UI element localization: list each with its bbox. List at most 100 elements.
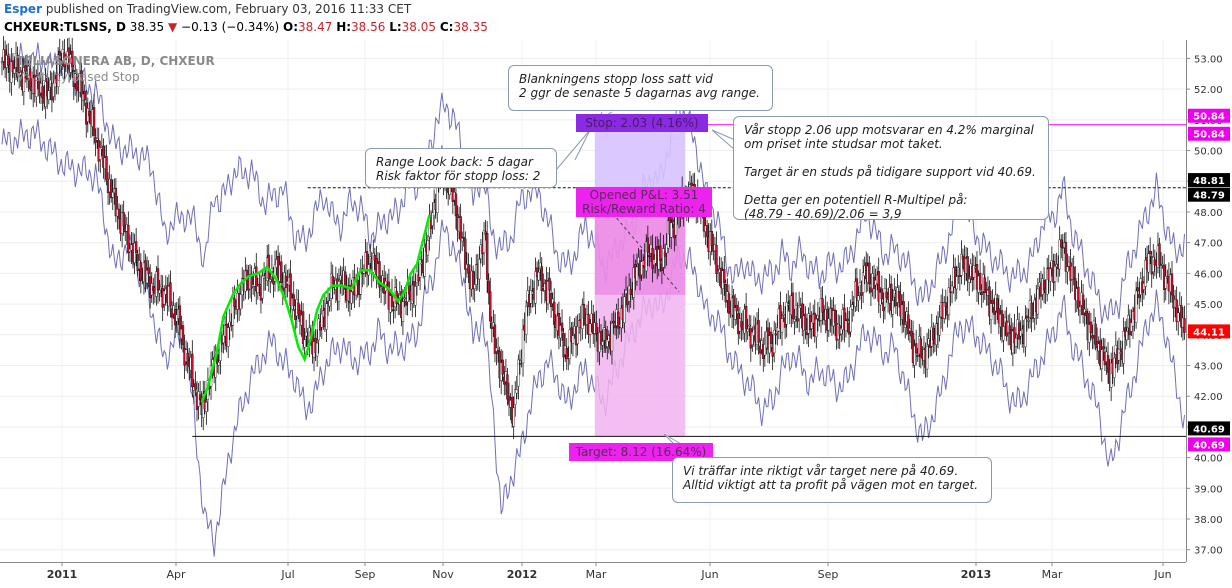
- open-label: O:: [283, 20, 298, 34]
- green-stop-line: [200, 214, 431, 403]
- candle-body: [576, 326, 579, 344]
- candle-body: [280, 261, 283, 283]
- candle-body: [467, 264, 470, 274]
- candle-body: [305, 331, 308, 337]
- candle-body: [1136, 287, 1139, 292]
- candle-body: [1024, 318, 1027, 348]
- candle-body: [401, 301, 405, 322]
- candle-body: [426, 240, 430, 256]
- candle-body: [1081, 294, 1085, 315]
- time-axis: 2011 Apr Jul Sep Nov 2012 Mar Jun Sep 2013 Mar Jun: [0, 562, 1232, 588]
- pnl-tag[interactable]: Opened P&L: 3.51 Risk/Reward Ratio: 4: [576, 187, 712, 217]
- candle-body: [478, 259, 481, 280]
- candle-body: [356, 279, 359, 286]
- r-multiple-callout[interactable]: Vår stopp 2.06 upp motsvarar en 4.2% mar…: [733, 116, 1049, 221]
- candle-body: [727, 293, 731, 314]
- y-tick-label: 53.00: [1194, 54, 1223, 65]
- candle-body: [461, 237, 464, 242]
- candle-body: [833, 309, 837, 323]
- candle-body: [546, 281, 550, 305]
- candle-body: [769, 331, 773, 344]
- candle-body: [663, 251, 667, 257]
- candle-body: [562, 333, 565, 358]
- candle-body: [414, 286, 417, 306]
- candle-body: [114, 188, 118, 217]
- candle-body: [191, 353, 194, 388]
- candle-body: [989, 303, 993, 321]
- x-tick-label: 2012: [507, 568, 538, 581]
- candle-body: [1060, 239, 1063, 248]
- low-value: 38.05: [401, 20, 437, 34]
- stop-tag[interactable]: Stop: 2.03 (4.16%): [576, 114, 708, 132]
- candle-body: [1102, 346, 1105, 349]
- candle-body: [1138, 294, 1141, 299]
- candle-body: [378, 261, 381, 288]
- candle-body: [1094, 323, 1097, 345]
- candle-body: [158, 289, 161, 294]
- candle-body: [723, 269, 726, 283]
- candle-body: [540, 266, 543, 291]
- price-label: 44.11: [1193, 327, 1225, 338]
- target-tag[interactable]: Target: 8.12 (16.64%): [569, 443, 713, 461]
- candle-body: [1144, 260, 1147, 287]
- candle-body: [350, 291, 353, 304]
- candle-body: [659, 245, 662, 261]
- candle-body: [710, 231, 713, 246]
- candle-body: [595, 323, 598, 335]
- range-callout[interactable]: Range Look back: 5 dagar Risk faktor för…: [365, 148, 557, 188]
- x-tick-label: Mar: [586, 568, 607, 581]
- candle-body: [904, 324, 907, 328]
- price-label-bg: [1188, 421, 1230, 436]
- candle-body: [328, 300, 331, 307]
- watermark-symbol: TELIASONERA AB, D, CHXEUR: [16, 54, 215, 68]
- candle-body: [1013, 327, 1016, 344]
- candle-body: [417, 274, 420, 282]
- candle-body: [471, 270, 475, 290]
- candle-body: [815, 319, 818, 338]
- candle-body: [1109, 362, 1113, 388]
- candle-body: [983, 277, 986, 293]
- target-callout[interactable]: Vi träffar inte riktigt vår target nere …: [672, 457, 992, 503]
- candle-body: [489, 291, 492, 322]
- close-label: C:: [439, 20, 454, 34]
- candle-body: [1066, 266, 1069, 273]
- y-tick-label: 50.00: [1194, 147, 1223, 158]
- candle-body: [582, 304, 586, 319]
- candle-body: [99, 147, 102, 160]
- candle-body: [1089, 321, 1093, 334]
- candle-body: [1088, 324, 1091, 343]
- candle-body: [1058, 239, 1061, 270]
- candle-body: [782, 314, 785, 316]
- candle-body: [891, 300, 894, 315]
- down-arrow-icon: ▼: [167, 20, 178, 34]
- candle-body: [1183, 318, 1186, 333]
- candle-body: [735, 305, 738, 312]
- candle-body: [565, 348, 568, 360]
- y-tick-label: 42.00: [1194, 392, 1223, 403]
- stop-loss-callout[interactable]: Blankningens stopp loss satt vid 2 ggr d…: [508, 65, 773, 111]
- candle-body: [932, 327, 935, 340]
- y-tick-label: 40.00: [1194, 454, 1223, 465]
- candle-body: [671, 219, 674, 222]
- y-tick-label: 48.00: [1194, 208, 1223, 219]
- candle-body: [907, 314, 910, 335]
- candle-body: [637, 257, 640, 264]
- candle-body: [624, 289, 628, 295]
- candle-body: [674, 213, 678, 236]
- candle-body: [913, 345, 916, 366]
- author-name[interactable]: Esper: [4, 2, 42, 16]
- candle-body: [890, 283, 893, 311]
- candle-body: [763, 344, 767, 356]
- candle-body: [70, 50, 74, 68]
- candle-body: [662, 248, 665, 268]
- candle-body: [83, 90, 86, 101]
- candle-body: [1014, 338, 1018, 347]
- candle-body: [588, 323, 592, 335]
- candle-body: [226, 327, 230, 347]
- candle-body: [877, 271, 880, 302]
- price-label: 50.84: [1193, 130, 1225, 141]
- x-tick-label: Sep: [355, 568, 376, 581]
- candle-body: [774, 333, 777, 336]
- candle-body: [617, 311, 620, 329]
